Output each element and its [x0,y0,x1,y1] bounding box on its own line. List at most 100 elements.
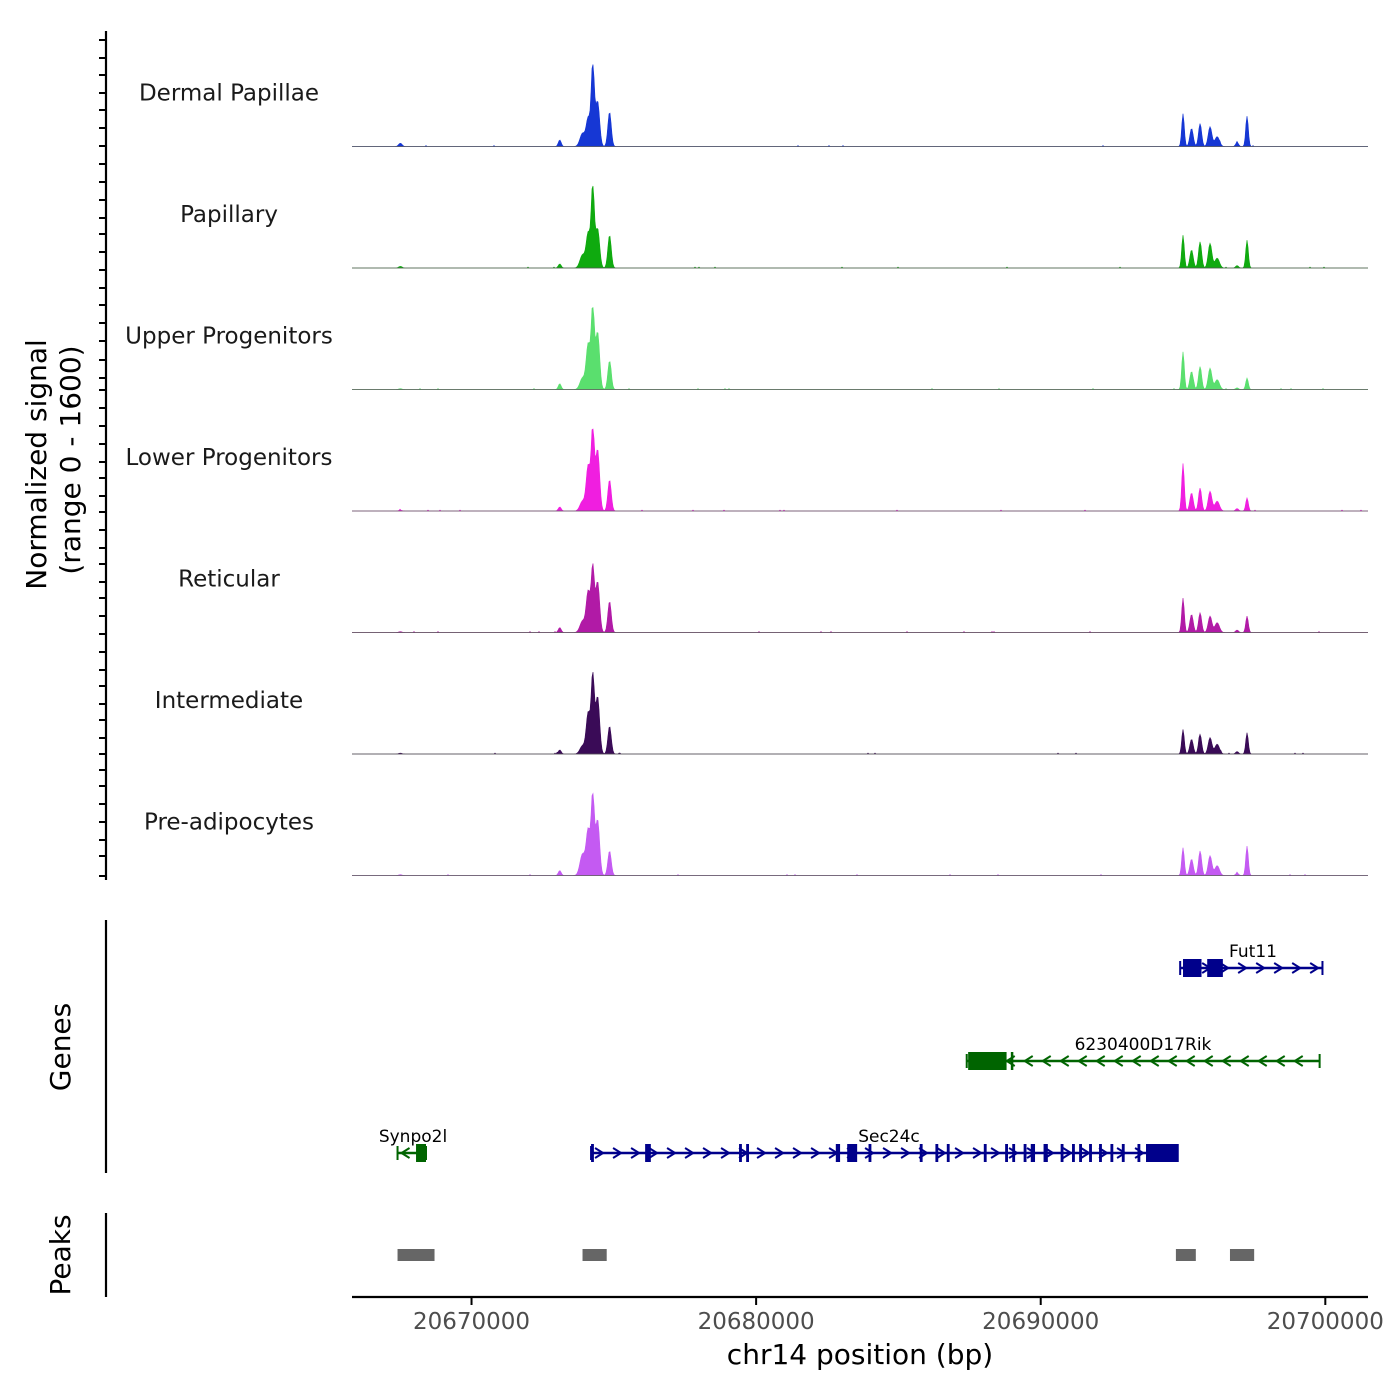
exon-12 [1012,1144,1016,1162]
genes-section-label: Genes [44,1003,77,1091]
peak-region-3 [1229,1249,1255,1261]
strand-chevron [1040,1055,1052,1067]
coverage-area-6 [352,792,1368,876]
strand-chevron [1112,1055,1124,1067]
x-tick-label: 20680000 [698,1309,815,1335]
x-axis-title: chr14 position (bp) [727,1338,993,1371]
strand-chevron [1058,1055,1070,1067]
exon-23 [1137,1144,1141,1162]
strand-chevron [990,1147,1001,1159]
strand-chevron [1076,1055,1088,1067]
strand-chevron [810,1147,821,1159]
gene-label: Sec24c [858,1127,920,1147]
strand-chevron [666,1147,677,1159]
strand-chevron [1026,1147,1037,1159]
strand-chevron [1166,1055,1178,1067]
gene-6230400d17rik: 6230400D17Rik [965,1035,1321,1070]
peak-region-0 [397,1249,435,1261]
strand-chevron [1130,1055,1142,1067]
exon-0 [968,1052,1007,1070]
signal-y-axis: Normalized signal (range 0 - 1600) [20,31,108,880]
strand-chevron [756,1147,767,1159]
strand-chevron [399,1147,411,1159]
strand-chevron [1291,962,1303,974]
peak-region-2 [1175,1249,1196,1261]
exon-5 [847,1144,858,1162]
strand-chevron [630,1147,641,1159]
x-tick-label: 20670000 [413,1309,530,1335]
track-label: Dermal Papillae [139,81,319,107]
strand-chevron [900,1147,911,1159]
strand-chevron [702,1147,713,1159]
exon-9 [946,1144,950,1162]
gene-synpo2l: Synpo2l [379,1127,447,1162]
gene-label: Synpo2l [379,1127,447,1147]
strand-chevron [1008,1147,1019,1159]
x-axis: chr14 position (bp) 20670000 20680000 2069… [352,1295,1384,1371]
exon-22 [1121,1144,1125,1162]
exon-3 [746,1144,750,1162]
strand-chevron [1184,1055,1196,1067]
coverage-area-5 [352,671,1368,755]
exon-16 [1060,1144,1064,1162]
coverage-area-1 [352,185,1368,269]
peaks-section-label: Peaks [44,1214,77,1295]
strand-chevron [594,1147,605,1159]
peak-region-1 [582,1249,607,1261]
exon-1 [1207,959,1223,977]
track-label: Reticular [178,567,280,593]
y-axis-title: Normalized signal (range 0 - 1600) [20,330,87,589]
gene-label: 6230400D17Rik [1075,1035,1212,1055]
strand-chevron [1274,1055,1286,1067]
exon-20 [1099,1144,1102,1162]
strand-chevron [1062,1147,1073,1159]
x-tick-label: 20700000 [1267,1309,1384,1335]
track-label: Upper Progenitors [125,324,333,350]
y-axis-title-line1: Normalized signal [20,339,53,590]
track-label: Lower Progenitors [126,445,333,471]
strand-chevron [1309,962,1321,974]
strand-chevron [1256,1055,1268,1067]
x-tick-label: 20690000 [982,1309,1099,1335]
coverage-area-0 [352,64,1368,147]
coverage-area-3 [352,428,1368,512]
strand-chevron [1202,1055,1214,1067]
strand-chevron [1022,1055,1034,1067]
strand-chevron [612,1147,623,1159]
strand-chevron [774,1147,785,1159]
exon-1 [645,1144,651,1162]
strand-chevron [1220,1055,1232,1067]
strand-chevron [720,1147,731,1159]
exon-10 [983,1144,987,1162]
genes-track: Genes Fut11 6230400D17Rik Synpo2l Sec24c [44,920,1324,1173]
strand-chevron [1237,962,1249,974]
exon-15 [1043,1144,1048,1162]
strand-chevron [864,1147,875,1159]
strand-chevron [954,1147,965,1159]
coverage-tracks: Dermal Papillae Papillary Upper Progenitor… [125,64,1368,876]
exon-4 [835,1144,841,1162]
exon-21 [1110,1144,1114,1162]
coverage-area-2 [352,306,1368,390]
gene-label: Fut11 [1229,942,1277,962]
strand-chevron [1080,1147,1091,1159]
exon-0 [1183,959,1202,977]
strand-chevron [1238,1055,1250,1067]
exon-2 [739,1144,742,1162]
strand-chevron [882,1147,893,1159]
track-label: Papillary [180,202,278,228]
strand-chevron [972,1147,983,1159]
exon-11 [1005,1144,1008,1162]
track-label: Intermediate [155,688,303,714]
track-label: Pre-adipocytes [144,810,314,836]
exon-0 [416,1144,426,1162]
strand-chevron [648,1147,659,1159]
exon-19 [1089,1144,1092,1162]
strand-chevron [1273,962,1285,974]
gene-sec24c: Sec24c [590,1127,1179,1162]
strand-chevron [1148,1055,1160,1067]
exon-7 [919,1144,923,1162]
exon-14 [1030,1144,1036,1162]
